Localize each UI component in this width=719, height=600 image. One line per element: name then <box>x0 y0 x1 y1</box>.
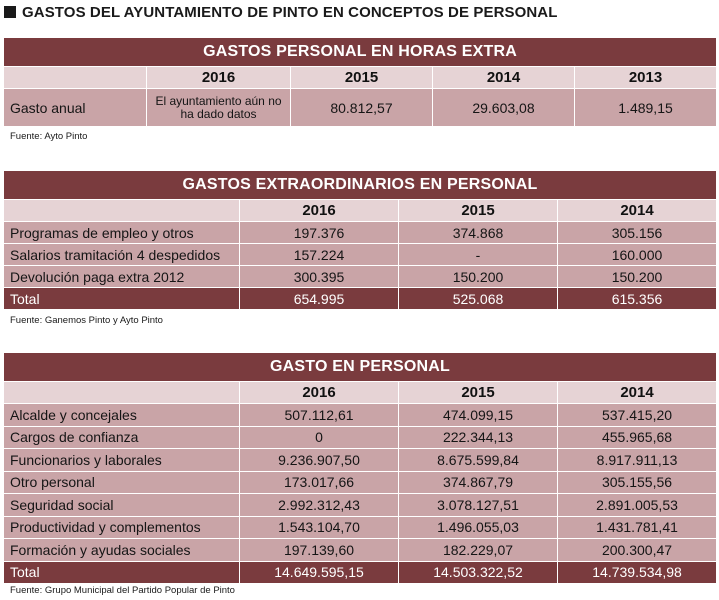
table-row: Gasto anual El ayuntamiento aún no ha da… <box>3 88 718 127</box>
year-header: 2015 <box>290 66 433 89</box>
row-label: Productividad y complementos <box>3 515 240 539</box>
row-value: 150.200 <box>557 265 717 288</box>
total-row: Total 654.995 525.068 615.356 <box>3 287 717 310</box>
row-value: 2.992.312,43 <box>239 493 399 517</box>
row-value-note: El ayuntamiento aún no ha dado datos <box>146 88 291 127</box>
year-header: 2014 <box>432 66 575 89</box>
year-header-row: 2016 2015 2014 <box>3 381 718 404</box>
row-value: 374.867,79 <box>398 470 558 494</box>
row-label: Formación y ayudas sociales <box>3 538 240 562</box>
table-row: Productividad y complementos 1.543.104,7… <box>3 515 718 539</box>
year-header: 2013 <box>573 66 718 89</box>
overtime-table: GASTOS PERSONAL EN HORAS EXTRA 2016 2015… <box>2 37 718 127</box>
row-value: 455.965,68 <box>556 425 718 449</box>
row-value: 615.356 <box>557 287 717 310</box>
table-title-row: GASTOS PERSONAL EN HORAS EXTRA <box>2 37 718 67</box>
extraordinary-table-title: GASTOS EXTRAORDINARIOS EN PERSONAL <box>3 170 717 200</box>
row-value: 0 <box>239 425 399 449</box>
row-value: 525.068 <box>398 287 558 310</box>
row-value: 8.675.599,84 <box>398 448 558 472</box>
year-header: 2016 <box>239 381 399 404</box>
row-value: 305.155,56 <box>556 470 718 494</box>
table-row: Otro personal 173.017,66 374.867,79 305.… <box>3 470 718 494</box>
row-value: 374.868 <box>398 221 558 244</box>
row-value: - <box>398 243 558 266</box>
row-label: Devolución paga extra 2012 <box>3 265 240 288</box>
year-header: 2015 <box>398 381 558 404</box>
row-label: Gasto anual <box>3 88 147 127</box>
row-value: 1.543.104,70 <box>239 515 399 539</box>
table-row: Programas de empleo y otros 197.376 374.… <box>3 221 717 244</box>
row-value: 305.156 <box>557 221 717 244</box>
row-value: 3.078.127,51 <box>398 493 558 517</box>
year-header: 2015 <box>398 199 558 222</box>
personnel-table-title: GASTO EN PERSONAL <box>2 352 718 382</box>
row-value: 537.415,20 <box>556 403 718 427</box>
table-title-row: GASTO EN PERSONAL <box>2 352 718 382</box>
source-note: Fuente: Grupo Municipal del Partido Popu… <box>10 585 235 596</box>
row-value: 1.489,15 <box>573 88 718 127</box>
year-header-row: 2016 2015 2014 <box>3 199 717 222</box>
row-value: 8.917.911,13 <box>556 448 718 472</box>
total-row: Total 14.649.595,15 14.503.322,52 14.739… <box>3 560 718 584</box>
row-value: 1.496.055,03 <box>398 515 558 539</box>
row-value: 197.139,60 <box>239 538 399 562</box>
row-value: 14.649.595,15 <box>239 560 399 584</box>
row-value: 150.200 <box>398 265 558 288</box>
row-value: 157.224 <box>239 243 399 266</box>
table-row: Salarios tramitación 4 despedidos 157.22… <box>3 243 717 266</box>
row-value: 654.995 <box>239 287 399 310</box>
row-value: 222.344,13 <box>398 425 558 449</box>
table-row: Seguridad social 2.992.312,43 3.078.127,… <box>3 493 718 517</box>
row-value: 14.739.534,98 <box>556 560 718 584</box>
row-value: 80.812,57 <box>290 88 433 127</box>
row-label: Alcalde y concejales <box>3 403 240 427</box>
table-title-row: GASTOS EXTRAORDINARIOS EN PERSONAL <box>3 170 717 200</box>
row-label: Seguridad social <box>3 493 240 517</box>
row-value: 200.300,47 <box>556 538 718 562</box>
row-label: Funcionarios y laborales <box>3 448 240 472</box>
table-row: Funcionarios y laborales 9.236.907,50 8.… <box>3 448 718 472</box>
source-note: Fuente: Ayto Pinto <box>10 131 88 142</box>
page-title: GASTOS DEL AYUNTAMIENTO DE PINTO EN CONC… <box>22 3 558 21</box>
year-header: 2016 <box>146 66 291 89</box>
row-value: 9.236.907,50 <box>239 448 399 472</box>
year-header: 2016 <box>239 199 399 222</box>
extraordinary-table: GASTOS EXTRAORDINARIOS EN PERSONAL 2016 … <box>3 170 717 310</box>
heading-square-icon <box>4 6 16 18</box>
table-row: Formación y ayudas sociales 197.139,60 1… <box>3 538 718 562</box>
row-value: 14.503.322,52 <box>398 560 558 584</box>
header-corner <box>3 381 240 404</box>
overtime-table-title: GASTOS PERSONAL EN HORAS EXTRA <box>2 37 718 67</box>
row-label: Otro personal <box>3 470 240 494</box>
table-row: Alcalde y concejales 507.112,61 474.099,… <box>3 403 718 427</box>
row-value: 29.603,08 <box>432 88 575 127</box>
row-value: 1.431.781,41 <box>556 515 718 539</box>
row-value: 474.099,15 <box>398 403 558 427</box>
row-value: 197.376 <box>239 221 399 244</box>
row-label: Total <box>3 560 240 584</box>
row-value: 173.017,66 <box>239 470 399 494</box>
row-value: 160.000 <box>557 243 717 266</box>
header-corner <box>3 66 147 89</box>
table-row: Devolución paga extra 2012 300.395 150.2… <box>3 265 717 288</box>
row-label: Programas de empleo y otros <box>3 221 240 244</box>
year-header-row: 2016 2015 2014 2013 <box>3 66 718 89</box>
page-heading: GASTOS DEL AYUNTAMIENTO DE PINTO EN CONC… <box>4 2 558 22</box>
header-corner <box>3 199 240 222</box>
row-value: 300.395 <box>239 265 399 288</box>
row-value: 507.112,61 <box>239 403 399 427</box>
year-header: 2014 <box>556 381 718 404</box>
personnel-table: GASTO EN PERSONAL 2016 2015 2014 Alcalde… <box>2 352 718 584</box>
row-label: Total <box>3 287 240 310</box>
row-label: Cargos de confianza <box>3 425 240 449</box>
row-value: 182.229,07 <box>398 538 558 562</box>
source-note: Fuente: Ganemos Pinto y Ayto Pinto <box>10 315 163 326</box>
table-row: Cargos de confianza 0 222.344,13 455.965… <box>3 425 718 449</box>
row-value: 2.891.005,53 <box>556 493 718 517</box>
year-header: 2014 <box>557 199 717 222</box>
row-label: Salarios tramitación 4 despedidos <box>3 243 240 266</box>
